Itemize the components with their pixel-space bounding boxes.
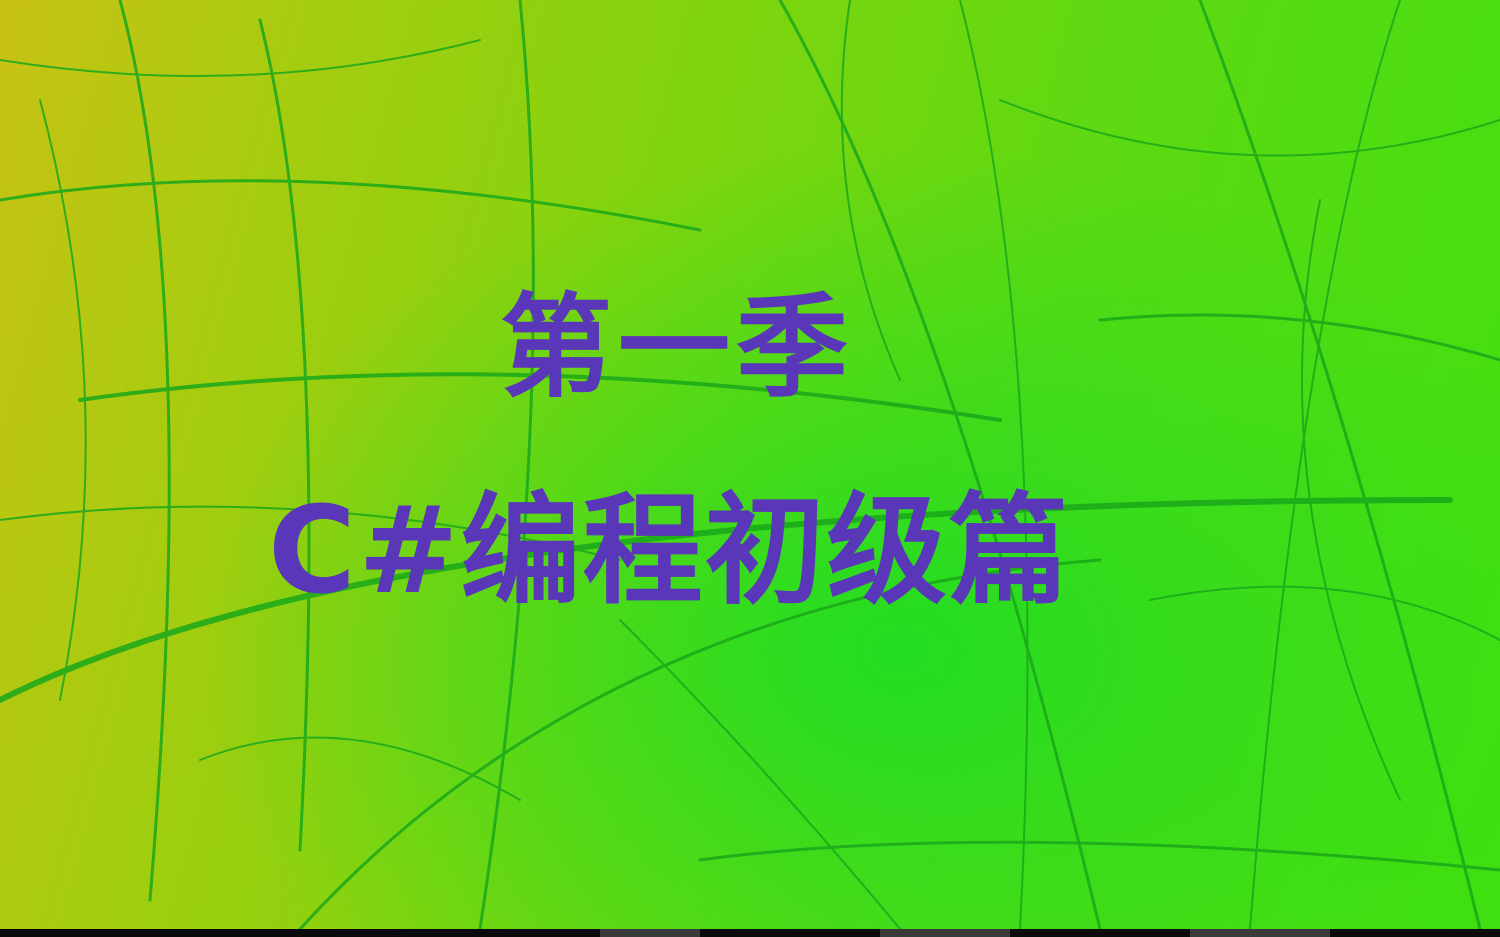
progress-bar[interactable]	[0, 929, 1500, 937]
season-label: 第一季	[500, 283, 854, 413]
course-title: C#编程初级篇	[268, 482, 1071, 621]
progress-segment	[1190, 929, 1330, 937]
progress-segment	[880, 929, 1010, 937]
progress-segment	[600, 929, 700, 937]
